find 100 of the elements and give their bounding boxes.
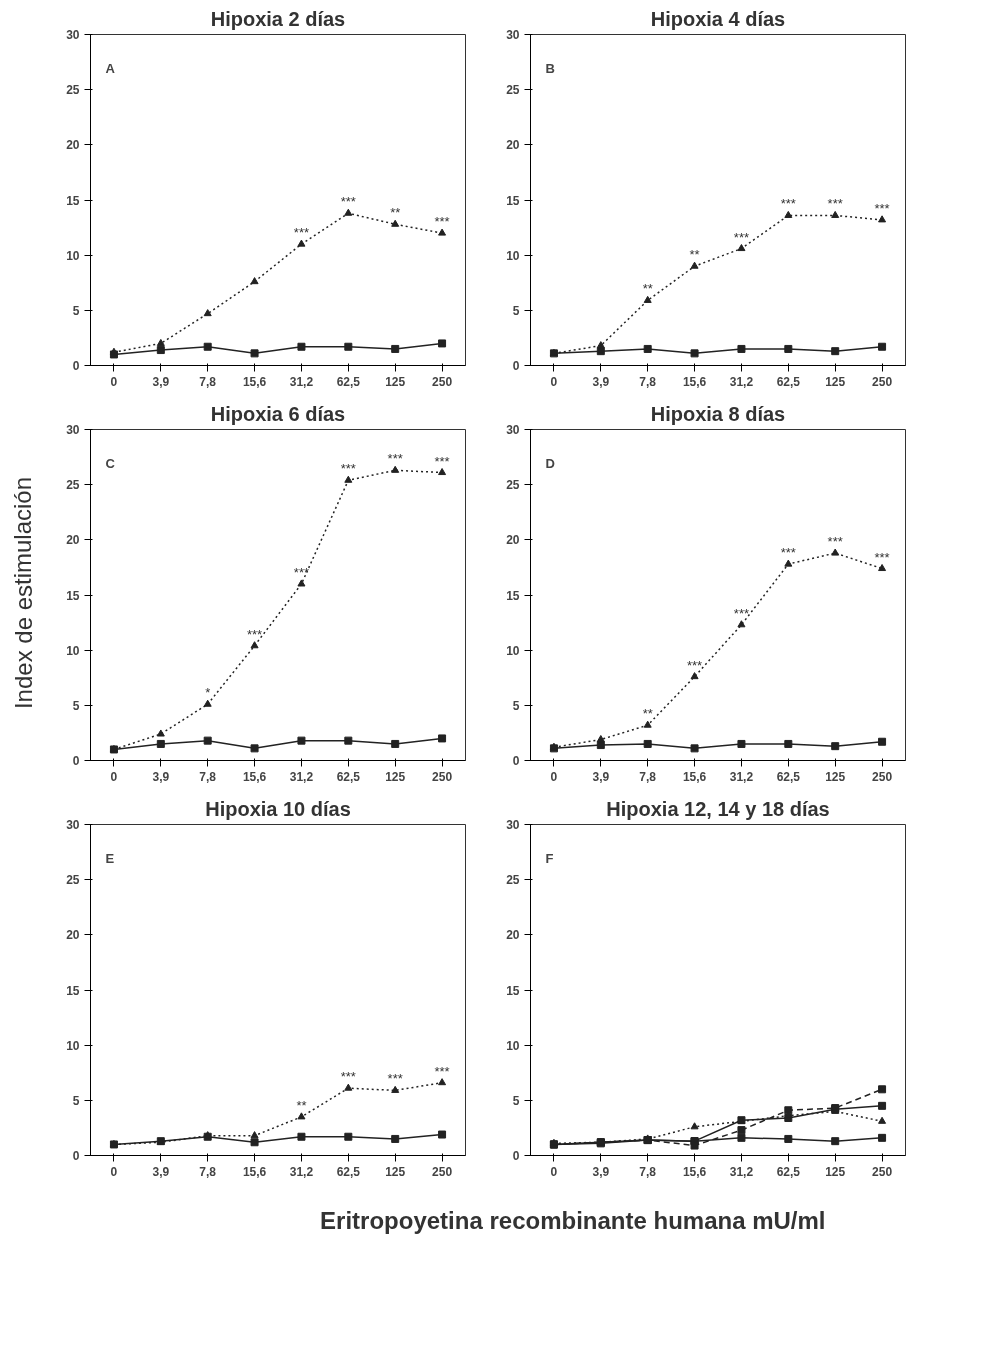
annotation: *** [293,225,310,241]
y-tick-label: 5 [512,303,520,318]
y-tick-label: 30 [66,818,80,832]
y-tick-label: 20 [66,533,80,548]
x-tick-label: 7,8 [639,374,657,389]
annotation: *** [434,1063,450,1079]
y-tick-label: 15 [506,588,520,603]
y-tick-label: 30 [506,28,520,42]
x-tick-label: 250 [872,374,893,389]
y-tick-label: 15 [66,193,80,208]
chart-title: Hipoxia 10 días [205,797,351,820]
x-tick-label: 3,9 [592,1164,610,1179]
y-tick-label: 20 [506,138,520,153]
annotation: F [545,850,554,866]
y-tick-label: 10 [506,643,520,658]
y-tick-label: 25 [66,478,80,493]
annotation: *** [293,564,310,580]
annotation: *** [387,1071,403,1087]
y-tick-label: 25 [66,873,80,888]
x-tick-label: 7,8 [639,1164,657,1179]
y-tick-label: 0 [72,359,80,373]
x-tick-label: 62,5 [776,374,801,389]
annotation: *** [387,451,403,467]
annotation: *** [827,534,843,550]
y-tick-label: 0 [72,754,80,768]
y-tick-label: 15 [506,983,520,998]
annotation: *** [827,196,843,212]
annotation: *** [434,453,450,469]
annotation: *** [780,196,796,212]
y-tick-label: 25 [66,83,80,98]
x-tick-label: 31,2 [729,374,754,389]
y-tick-label: 30 [506,818,520,832]
y-tick-label: 10 [66,643,80,658]
y-tick-label: 25 [506,83,520,98]
x-tick-label: 15,6 [242,1164,267,1179]
x-axis-title: Eritropoyetina recombinante humana mU/ml [320,1207,826,1234]
x-tick-label: 7,8 [199,769,217,784]
x-tick-label: 7,8 [639,769,657,784]
y-tick-label: 5 [512,1093,520,1108]
x-tick-label: 7,8 [199,1164,217,1179]
y-tick-label: 10 [506,1038,520,1053]
x-tick-label: 15,6 [242,374,267,389]
annotation: A [105,60,116,76]
y-tick-label: 30 [66,28,80,42]
y-tick-label: 30 [66,423,80,437]
x-tick-label: 31,2 [289,769,314,784]
x-tick-label: 31,2 [289,1164,314,1179]
y-tick-label: 0 [512,754,520,768]
annotation: ** [390,205,401,221]
x-tick-label: 125 [825,769,846,784]
x-tick-label: 3,9 [152,769,170,784]
x-tick-label: 15,6 [682,1164,707,1179]
annotation: * [205,685,211,701]
x-tick-label: 250 [872,769,893,784]
x-tick-label: 125 [385,374,406,389]
x-tick-label: 0 [110,1164,118,1179]
annotation: *** [874,200,890,216]
x-tick-label: 0 [110,769,118,784]
annotation: *** [686,657,703,673]
y-tick-label: 15 [506,193,520,208]
x-tick-label: 3,9 [152,1164,170,1179]
annotation: ** [296,1097,307,1113]
x-tick-label: 125 [825,1164,846,1179]
annotation: *** [340,1069,356,1085]
x-tick-label: 0 [550,1164,558,1179]
y-tick-label: 20 [66,928,80,943]
y-axis-title: Index de estimulación [9,476,37,710]
annotation: D [545,455,555,471]
y-tick-label: 25 [506,478,520,493]
x-tick-label: 250 [432,1164,453,1179]
y-tick-label: 5 [72,303,80,318]
x-tick-label: 0 [550,769,558,784]
annotation: ** [642,706,653,722]
annotation: *** [733,229,750,245]
chart-title: Hipoxia 2 días [210,7,346,30]
x-tick-label: 62,5 [776,769,801,784]
x-tick-label: 125 [385,1164,406,1179]
annotation: *** [340,461,356,477]
y-tick-label: 5 [72,698,80,713]
chart-title: Hipoxia 4 días [650,7,786,30]
y-tick-label: 10 [66,248,80,263]
y-tick-label: 20 [66,138,80,153]
x-tick-label: 62,5 [336,374,361,389]
y-tick-label: 0 [512,359,520,373]
x-tick-label: 3,9 [592,769,610,784]
x-tick-label: 3,9 [592,374,610,389]
x-tick-label: 0 [550,374,558,389]
x-tick-label: 7,8 [199,374,217,389]
x-tick-label: 15,6 [242,769,267,784]
annotation: B [545,60,555,76]
x-tick-label: 31,2 [729,769,754,784]
x-tick-label: 31,2 [729,1164,754,1179]
x-tick-label: 15,6 [682,769,707,784]
chart-title: Hipoxia 6 días [210,402,346,425]
x-tick-label: 62,5 [336,769,361,784]
y-tick-label: 0 [512,1149,520,1163]
y-tick-label: 20 [506,533,520,548]
x-tick-label: 31,2 [289,374,314,389]
annotation: ** [689,247,700,263]
x-tick-label: 125 [825,374,846,389]
